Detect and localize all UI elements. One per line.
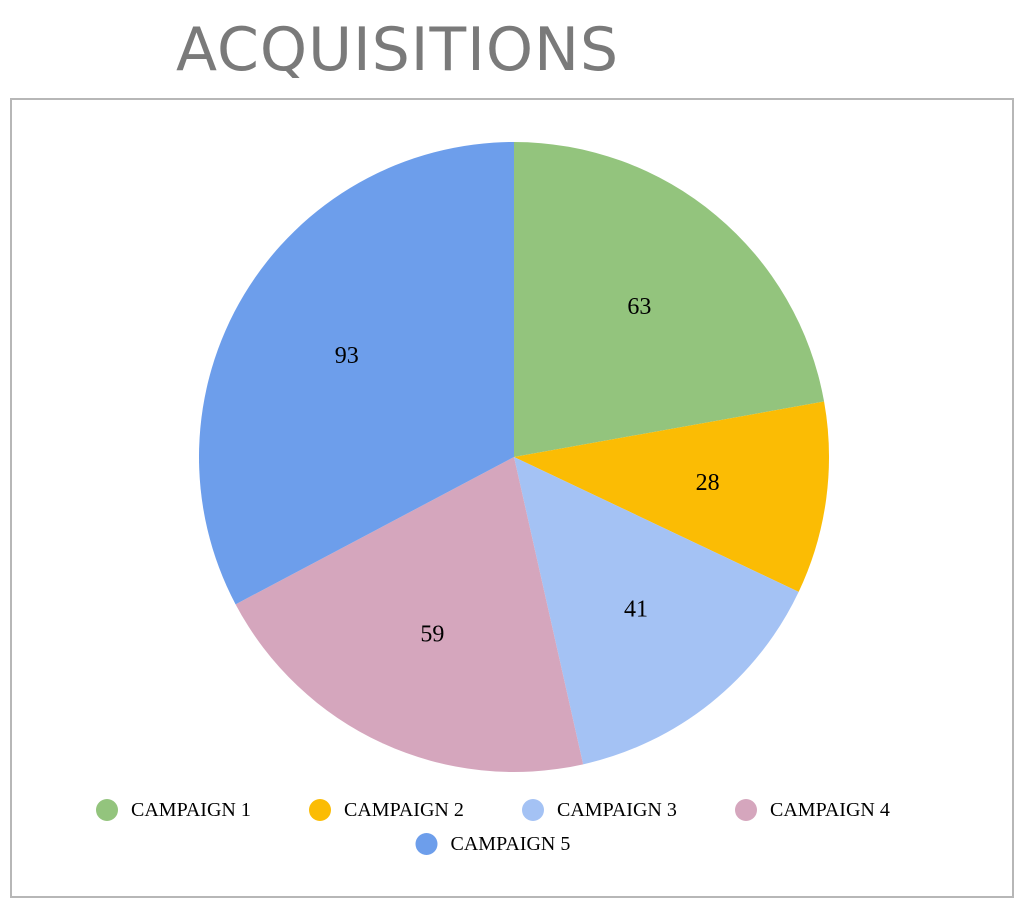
legend-item-1: CAMPAIGN 1: [96, 799, 251, 821]
legend-swatch-3: [522, 799, 544, 821]
chart-title: ACQUISITIONS: [176, 15, 620, 85]
pie-slice-2: [514, 401, 829, 592]
legend: CAMPAIGN 1 CAMPAIGN 2 CAMPAIGN 3 CAMPAIGN 4…: [96, 799, 890, 855]
legend-label-2: CAMPAIGN 2: [344, 799, 464, 821]
data-label-3: 41: [624, 596, 648, 622]
pie-data-labels: 63 28 41 59 93: [335, 294, 720, 647]
legend-item-5: CAMPAIGN 5: [415, 833, 571, 855]
pie-slice-1: [514, 142, 825, 457]
data-label-4: 59: [420, 621, 444, 647]
pie-slices: [198, 142, 829, 772]
legend-swatch-1: [96, 799, 118, 821]
legend-item-3: CAMPAIGN 3: [522, 799, 677, 821]
legend-item-2: CAMPAIGN 2: [309, 799, 464, 821]
legend-swatch-5: [415, 833, 438, 855]
pie-slice-4: [235, 457, 584, 772]
legend-label-4: CAMPAIGN 4: [770, 799, 890, 821]
legend-label-1: CAMPAIGN 1: [131, 799, 251, 821]
legend-swatch-4: [735, 799, 757, 821]
legend-swatch-2: [309, 799, 331, 821]
chart-frame: 63 28 41 59 93 CAMPAIGN 1 CAMPAIGN 2 CAMPAIGN …: [10, 98, 1014, 898]
pie-slice-5: [198, 142, 514, 605]
legend-item-4: CAMPAIGN 4: [735, 799, 890, 821]
data-label-5: 93: [335, 343, 359, 369]
legend-label-3: CAMPAIGN 3: [557, 799, 677, 821]
data-label-1: 63: [627, 294, 651, 320]
legend-label-5: CAMPAIGN 5: [451, 833, 571, 855]
data-label-2: 28: [696, 470, 720, 496]
pie-slice-3: [514, 457, 799, 765]
